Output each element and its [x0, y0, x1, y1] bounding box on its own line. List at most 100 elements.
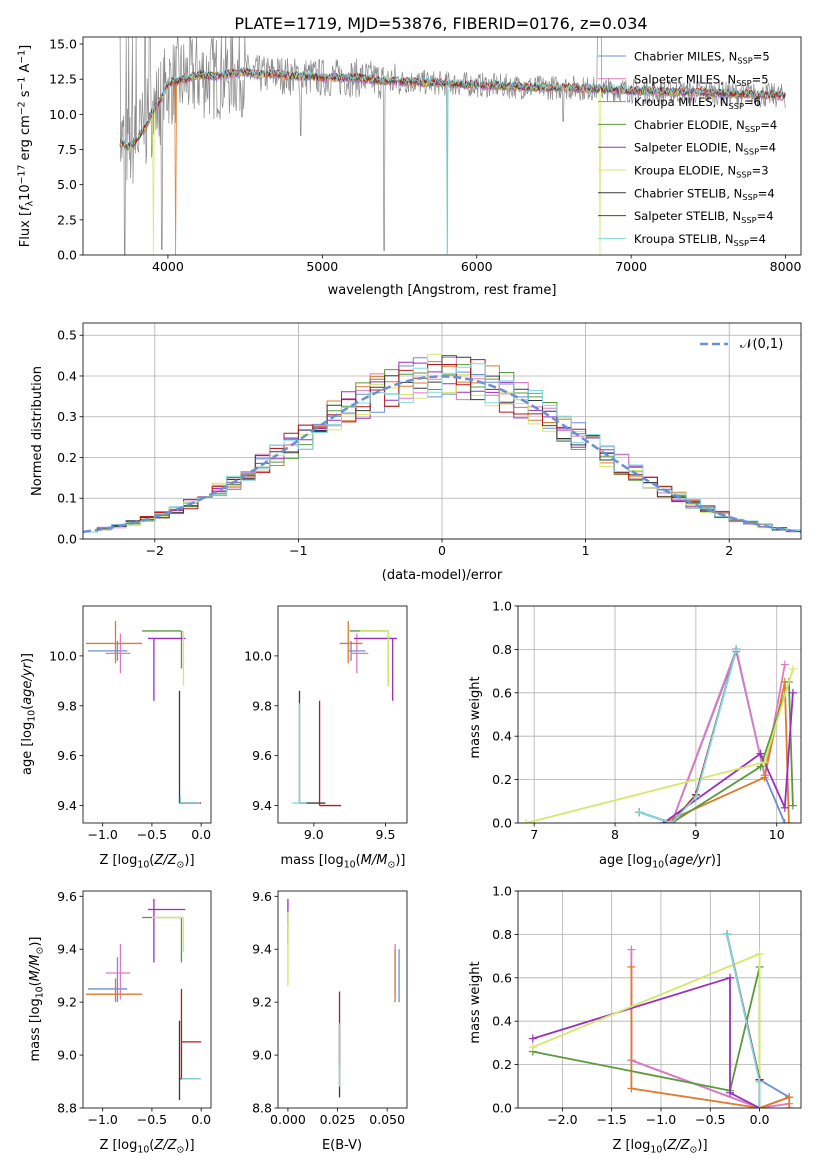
y-axis-label: age [log10(age/yr)] [20, 653, 37, 775]
x-tick-label: 7 [530, 827, 538, 842]
axes-age-vs-Z: −1.0 −0.5 0.0 9.4 9.6 9.8 10.0 Z [log10(Z/Z⊙)] a… [20, 605, 212, 870]
y-tick-label: 12.5 [49, 72, 77, 87]
y-tick-label: 8.8 [252, 1101, 272, 1116]
y-tick-label: 0.4 [492, 729, 512, 744]
series-marker [627, 962, 636, 971]
x-tick-label: 0.025 [320, 1112, 356, 1127]
series-marker [691, 792, 700, 801]
y-tick-label: 9.0 [57, 1048, 77, 1063]
y-tick-label: 0.0 [57, 248, 77, 263]
y-tick-label: 9.0 [252, 1048, 272, 1063]
series-marker [528, 1043, 537, 1052]
y-tick-label: 0.2 [492, 1057, 512, 1072]
spectrum-legend: Chabrier MILES, NSSP=5 Salpeter MILES, NS… [598, 50, 777, 248]
series-marker [785, 1104, 794, 1108]
plot-area-age-vs-Z [85, 620, 202, 804]
axes-age-vs-mass: 9.0 9.5 9.4 9.6 9.8 10.0 mass [log10(M/M⊙)] [244, 605, 408, 870]
x-tick-label: 8000 [770, 259, 802, 274]
errorbar-point [142, 916, 183, 963]
y-tick-label: 9.4 [252, 798, 272, 813]
x-axis-label: mass [log10(M/M⊙)] [281, 853, 406, 870]
plot-area-mass-vs-Z [85, 898, 202, 1101]
series-marker [635, 808, 644, 817]
axes-frame [277, 605, 408, 824]
x-tick-label: 7000 [615, 259, 647, 274]
errorbar-point [147, 637, 186, 701]
series-marker [780, 803, 789, 812]
y-tick-label: 0.2 [492, 772, 512, 787]
y-tick-label: 10.0 [244, 648, 272, 663]
series-marker [723, 930, 732, 939]
series-line-salpeter-elodie [532, 976, 761, 1108]
y-tick-label: 8.8 [57, 1101, 77, 1116]
y-axis-label: Normed distribution [30, 366, 45, 496]
plot-area-spectrum [119, 37, 786, 255]
axes-spectrum: 4000 5000 6000 7000 8000 0.0 2.5 5.0 7.5 10.0 12.5… [16, 37, 801, 298]
y-tick-label: 9.4 [57, 942, 77, 957]
y-tick-label: 0.4 [57, 368, 77, 383]
legend-label: Chabrier MILES, NSSP=5 [634, 50, 770, 66]
axes-frame [517, 605, 802, 824]
legend-label: Kroupa ELODIE, NSSP=3 [634, 164, 769, 180]
x-tick-label: 0.000 [270, 1112, 306, 1127]
series-marker [726, 1088, 735, 1097]
y-axis-label: Flux [fλ10−17 erg cm−2 s−1 A−1] [16, 45, 35, 247]
x-tick-label: 9.5 [376, 827, 396, 842]
x-tick-label: −1.0 [646, 1112, 676, 1127]
series-marker [726, 973, 735, 982]
legend-label: Chabrier ELODIE, NSSP=4 [634, 118, 777, 134]
y-tick-label: 0.3 [57, 409, 77, 424]
series-marker [760, 758, 769, 767]
x-axis-label: E(B-V) [322, 1138, 362, 1153]
legend-label: Kroupa STELIB, NSSP=4 [634, 232, 766, 248]
legend-label: Salpeter STELIB, NSSP=4 [634, 209, 774, 225]
series-marker [732, 645, 741, 654]
series-marker [788, 801, 797, 810]
y-tick-label: 9.2 [252, 995, 272, 1010]
plot-area-age-vs-mass [292, 620, 397, 807]
errorbar-point [105, 943, 131, 1000]
series-marker [788, 688, 797, 697]
series-marker [522, 819, 531, 823]
errorbar-point [339, 620, 363, 664]
y-axis-label: mass weight [468, 961, 483, 1043]
x-tick-label: 0.050 [369, 1112, 405, 1127]
ticks-mass-vs-EBV: 0.000 0.025 0.050 8.8 9.0 9.2 9.4 9.6 [252, 889, 405, 1127]
series-line-chabrier-elodie [532, 966, 761, 1108]
axes-massweight-vs-age: 7 8 9 10 0.0 0.2 0.4 0.6 0.8 1.0 mass weight age [l… [468, 599, 802, 870]
x-axis-label: Z [log10(Z/Z⊙)] [99, 1138, 194, 1155]
axes-frame [82, 890, 212, 1109]
x-axis-label: age [log10(age/yr)] [599, 853, 721, 870]
y-tick-label: 9.6 [57, 748, 77, 763]
errorbar-point [318, 700, 342, 807]
y-tick-label: 2.5 [57, 212, 77, 227]
errorbar-point [179, 795, 201, 804]
plots-layer: 4000 5000 6000 7000 80000.02.55.07.510.012.5… [16, 37, 802, 1156]
x-tick-label: 9 [692, 827, 700, 842]
x-tick-label: −0.5 [695, 1112, 725, 1127]
x-tick-label: −1.0 [88, 827, 118, 842]
series-line-salpeter-miles [670, 646, 786, 823]
normal-reference-curve [83, 375, 801, 534]
ticks-spectrum: 4000 5000 6000 7000 8000 0.0 2.5 5.0 7.5 10.0 12.5… [49, 37, 801, 274]
x-tick-label: 9.0 [304, 827, 324, 842]
y-tick-label: 1.0 [492, 599, 512, 614]
x-tick-label: −1 [289, 543, 307, 558]
y-tick-label: 9.6 [252, 748, 272, 763]
y-tick-label: 0.0 [57, 532, 77, 547]
y-tick-label: 9.2 [57, 995, 77, 1010]
series-marker [627, 945, 636, 954]
plot-area-massweight-vs-Z [528, 930, 794, 1108]
x-tick-label: −0.5 [137, 827, 167, 842]
y-tick-label: 10.0 [49, 107, 77, 122]
x-tick-label: −2.0 [547, 1112, 577, 1127]
y-tick-label: 0.2 [57, 450, 77, 465]
series-marker [780, 660, 789, 669]
y-tick-label: 0.8 [492, 927, 512, 942]
x-tick-label: 10 [769, 827, 785, 842]
y-tick-label: 9.6 [57, 889, 77, 904]
y-tick-label: 15.0 [49, 37, 77, 52]
errorbar-point [147, 898, 186, 963]
series-line-chabrier-elodie [671, 681, 794, 823]
